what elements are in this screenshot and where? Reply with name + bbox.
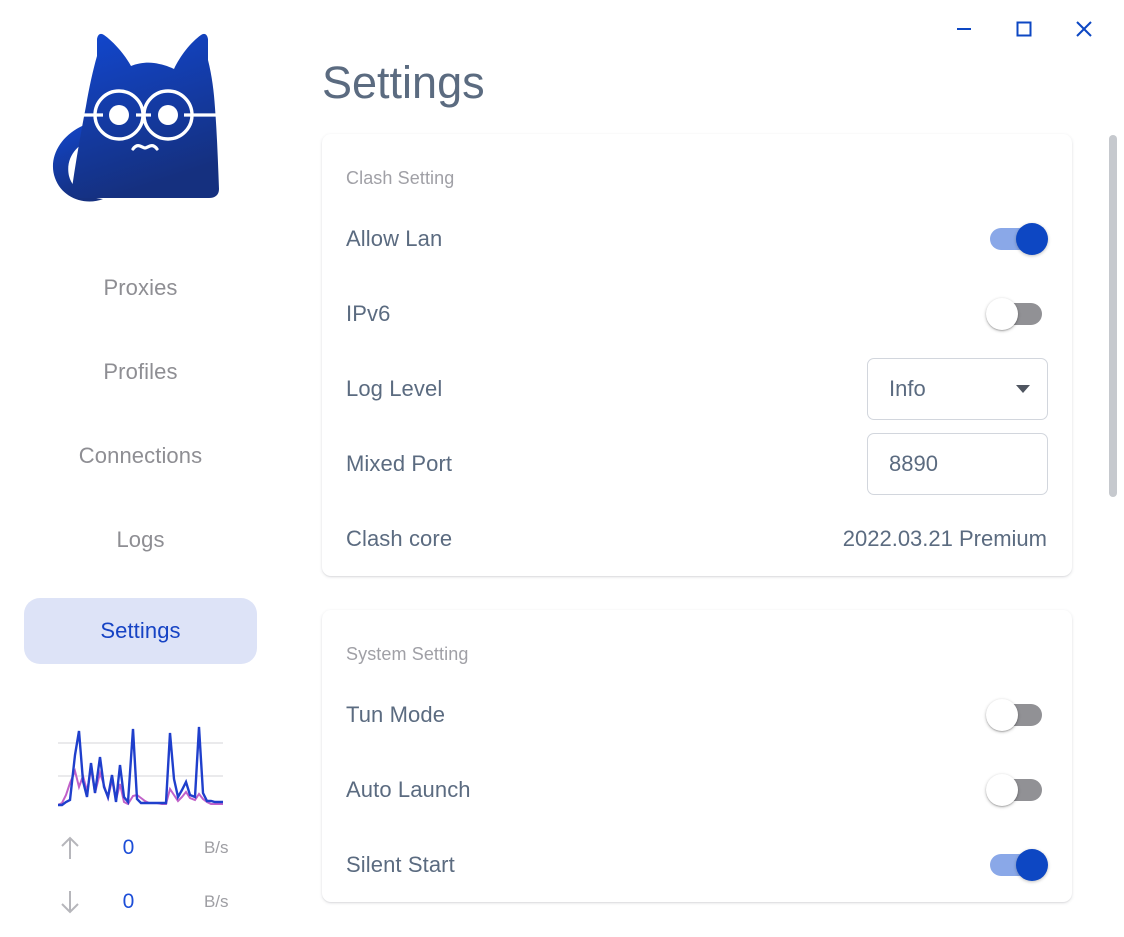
setting-label: Log Level xyxy=(346,375,443,401)
traffic-series-upload xyxy=(58,726,223,807)
tun-mode-toggle[interactable] xyxy=(986,698,1048,731)
auto-launch-toggle[interactable] xyxy=(986,773,1048,806)
traffic-upload-row: 0 B/s xyxy=(53,821,229,875)
toggle-knob xyxy=(986,773,1018,806)
maximize-icon xyxy=(1016,21,1032,37)
setting-row-tun-mode: Tun Mode xyxy=(346,677,1048,752)
clash-verge-cat-logo-icon xyxy=(52,33,223,202)
traffic-widget: 0 B/s 0 B/s xyxy=(0,721,281,929)
setting-label: Mixed Port xyxy=(346,450,453,476)
sidebar-item-label: Proxies xyxy=(103,275,178,300)
card-title: System Setting xyxy=(346,644,469,664)
system-setting-card: System Setting Tun Mode Auto Launch Sile… xyxy=(322,610,1072,902)
log-level-select[interactable]: Info xyxy=(867,357,1048,420)
setting-label: Auto Launch xyxy=(346,776,471,802)
traffic-chart-svg xyxy=(58,726,223,807)
minimize-button[interactable] xyxy=(942,10,986,48)
sidebar-item-settings[interactable]: Settings xyxy=(24,598,257,664)
toggle-knob xyxy=(986,698,1018,731)
arrow-up-icon xyxy=(53,835,87,861)
sidebar-item-proxies[interactable]: Proxies xyxy=(24,262,257,314)
sidebar-item-connections[interactable]: Connections xyxy=(24,430,257,482)
setting-row-mixed-port: Mixed Port xyxy=(346,426,1048,501)
arrow-down-icon xyxy=(53,889,87,915)
setting-row-auto-launch: Auto Launch xyxy=(346,752,1048,827)
setting-label: Allow Lan xyxy=(346,225,443,251)
app-logo xyxy=(36,16,246,228)
traffic-stats: 0 B/s 0 B/s xyxy=(53,821,229,929)
scrollbar-thumb[interactable] xyxy=(1109,135,1117,497)
close-icon xyxy=(1076,21,1092,37)
window-controls xyxy=(942,0,1124,58)
log-level-value: Info xyxy=(889,375,926,401)
clash-setting-card: Clash Setting Allow Lan IPv6 Log Level xyxy=(322,134,1072,576)
page-title: Settings xyxy=(322,57,485,108)
main-content: Settings Clash Setting Allow Lan IPv6 Lo… xyxy=(281,0,1124,937)
setting-row-silent-start: Silent Start xyxy=(346,827,1048,902)
minimize-icon xyxy=(957,28,971,30)
sidebar-item-logs[interactable]: Logs xyxy=(24,514,257,566)
sidebar-nav: Proxies Profiles Connections Logs Settin… xyxy=(0,262,281,664)
sidebar-item-label: Connections xyxy=(78,443,203,468)
ipv6-toggle[interactable] xyxy=(986,297,1048,330)
traffic-download-row: 0 B/s xyxy=(53,875,229,929)
setting-row-ipv6: IPv6 xyxy=(346,276,1048,351)
setting-row-log-level: Log Level Info xyxy=(346,351,1048,426)
sidebar-item-label: Profiles xyxy=(103,359,178,384)
silent-start-toggle[interactable] xyxy=(986,848,1048,881)
chevron-down-icon xyxy=(1016,384,1030,393)
setting-row-clash-core: Clash core 2022.03.21 Premium xyxy=(346,501,1048,576)
setting-row-allow-lan: Allow Lan xyxy=(346,201,1048,276)
toggle-knob xyxy=(1016,848,1048,881)
sidebar-item-label: Settings xyxy=(100,618,181,643)
sidebar-item-label: Logs xyxy=(116,527,165,552)
clash-core-version: 2022.03.21 Premium xyxy=(842,525,1047,551)
traffic-download-unit: B/s xyxy=(203,892,229,911)
traffic-series-download xyxy=(58,767,223,806)
card-title: Clash Setting xyxy=(346,168,455,188)
sidebar-item-profiles[interactable]: Profiles xyxy=(24,346,257,398)
allow-lan-toggle[interactable] xyxy=(986,222,1048,255)
toggle-knob xyxy=(986,297,1018,330)
toggle-knob xyxy=(1016,222,1048,255)
scrollbar[interactable] xyxy=(1108,58,1118,937)
traffic-download-value: 0 xyxy=(122,890,135,913)
traffic-upload-value: 0 xyxy=(122,836,135,859)
maximize-button[interactable] xyxy=(1002,10,1046,48)
sidebar: Proxies Profiles Connections Logs Settin… xyxy=(0,0,281,937)
traffic-chart xyxy=(58,721,223,807)
setting-label: Tun Mode xyxy=(346,701,446,727)
setting-label: Clash core xyxy=(346,525,453,551)
traffic-upload-unit: B/s xyxy=(203,838,229,857)
setting-label: Silent Start xyxy=(346,851,455,877)
mixed-port-input[interactable] xyxy=(867,432,1048,495)
setting-label: IPv6 xyxy=(346,300,391,326)
close-button[interactable] xyxy=(1062,10,1106,48)
